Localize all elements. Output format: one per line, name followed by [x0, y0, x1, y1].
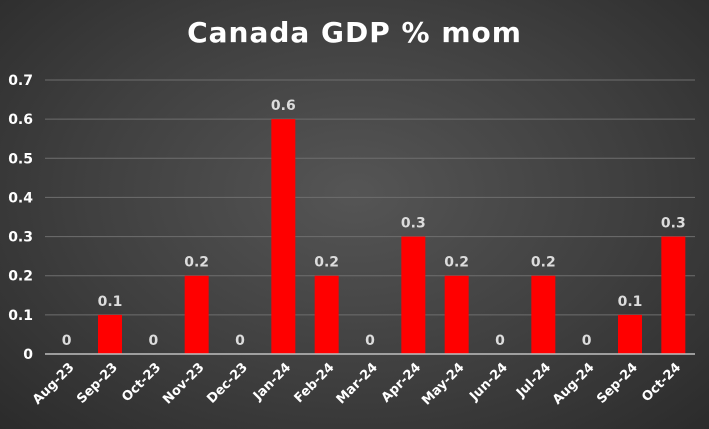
- data-label: 0.6: [271, 98, 296, 114]
- data-label: 0.2: [444, 255, 469, 271]
- y-tick-label: 0.5: [8, 151, 33, 167]
- x-tick-label: Feb-24: [292, 360, 338, 406]
- bar: [444, 275, 469, 354]
- data-label: 0.3: [401, 216, 426, 232]
- data-label: 0: [365, 333, 375, 349]
- data-label: 0.2: [314, 255, 339, 271]
- bar: [661, 236, 686, 354]
- data-label: 0.2: [531, 255, 556, 271]
- bar: [184, 275, 209, 354]
- x-tick-label: Apr-24: [379, 360, 424, 405]
- data-label: 0: [582, 333, 592, 349]
- x-tick-label: Jan-24: [250, 360, 294, 404]
- x-tick-label: Oct-24: [639, 360, 684, 405]
- data-label: 0.1: [618, 294, 643, 310]
- x-tick-label: Dec-23: [204, 360, 251, 407]
- y-tick-label: 0.2: [8, 269, 33, 285]
- y-tick-label: 0: [23, 347, 33, 363]
- x-tick-label: May-24: [419, 360, 467, 408]
- x-tick-label: Nov-23: [160, 360, 207, 407]
- y-tick-label: 0.6: [8, 112, 33, 128]
- x-tick-label: Mar-24: [334, 360, 381, 407]
- x-tick-label: Sep-23: [74, 360, 121, 407]
- x-tick-label: Jul-24: [513, 360, 554, 401]
- data-label: 0.1: [98, 294, 123, 310]
- data-label: 0: [148, 333, 158, 349]
- x-tick-label: Aug-24: [550, 360, 597, 407]
- bar: [271, 119, 296, 355]
- data-label: 0.2: [184, 255, 209, 271]
- data-label: 0.3: [661, 216, 686, 232]
- bar: [98, 314, 122, 354]
- x-tick-label: Jun-24: [466, 360, 510, 404]
- bar: [314, 275, 339, 354]
- data-label: 0: [235, 333, 245, 349]
- bar: [401, 236, 426, 354]
- data-label: 0: [62, 333, 72, 349]
- y-tick-label: 0.4: [8, 190, 33, 206]
- y-tick-label: 0.7: [8, 73, 33, 89]
- bar: [618, 314, 642, 354]
- x-tick-label: Aug-23: [30, 360, 77, 407]
- bar: [531, 275, 556, 354]
- chart-title: Canada GDP % mom: [187, 16, 522, 49]
- data-label: 0: [495, 333, 505, 349]
- x-tick-label: Sep-24: [594, 360, 641, 407]
- y-tick-label: 0.1: [8, 308, 33, 324]
- y-tick-label: 0.3: [8, 230, 33, 246]
- x-tick-label: Oct-23: [119, 360, 164, 405]
